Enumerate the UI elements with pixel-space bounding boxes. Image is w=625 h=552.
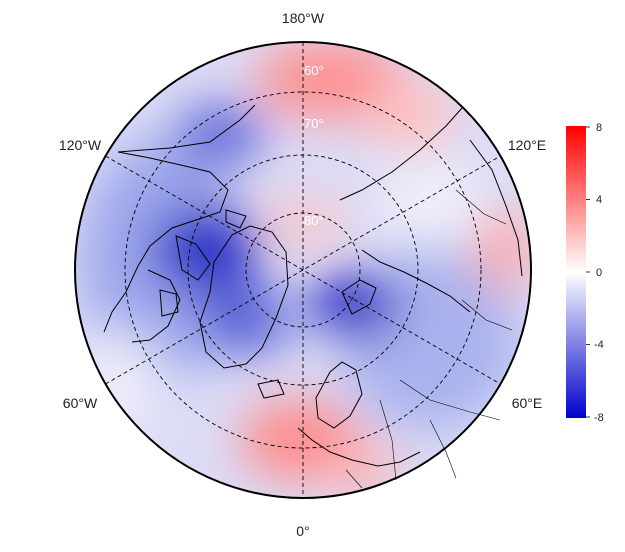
- lon-label-180w: 180°W: [282, 10, 325, 26]
- field-blob: [310, 273, 400, 337]
- colorbar-tick-label: -4: [594, 339, 604, 351]
- colorbar-tick-label: -8: [594, 412, 604, 424]
- lon-label-60e: 60°E: [512, 395, 543, 411]
- colorbar-gradient: [566, 126, 586, 418]
- siberia-coast: [339, 107, 463, 201]
- graticule: [105, 42, 501, 498]
- colorbar-tick-label: 8: [596, 122, 602, 134]
- meridian-60: [105, 155, 501, 385]
- border-line: [461, 299, 513, 331]
- border-line: [345, 469, 363, 489]
- novaya-zemlya: [341, 279, 377, 315]
- field-blob: [150, 205, 260, 295]
- border-line: [455, 189, 507, 225]
- country-borders: [345, 189, 513, 489]
- meridian-120: [105, 155, 501, 385]
- arctic-islands: [159, 209, 247, 317]
- field-blob: [265, 198, 345, 242]
- border-line: [399, 379, 501, 421]
- field-blob: [320, 445, 400, 495]
- border-line: [379, 399, 397, 481]
- field-blob: [80, 330, 160, 430]
- east-asia-coast: [469, 139, 523, 277]
- field-blob: [475, 210, 531, 290]
- colorbar: 8 4 0 -4 -8: [566, 122, 604, 424]
- border-line: [429, 419, 457, 479]
- lon-label-120e: 120°E: [508, 137, 546, 153]
- europe-coast: [297, 427, 421, 467]
- colorbar-tick-label: 0: [596, 267, 602, 279]
- russia-arctic-coast: [361, 249, 471, 313]
- lat-label-60: 60°: [304, 63, 324, 78]
- alaska-coast: [117, 104, 256, 153]
- lon-label-0: 0°: [296, 523, 309, 539]
- colorbar-tick-label: 4: [596, 194, 602, 206]
- colorbar-ticks: [586, 126, 590, 418]
- iceland: [257, 379, 285, 399]
- lat-label-70: 70°: [304, 116, 324, 131]
- canadian-arctic-coast: [103, 151, 229, 333]
- field-blob: [365, 80, 455, 150]
- field-blob: [200, 285, 290, 355]
- greenland-coast: [199, 225, 289, 369]
- lon-label-60w: 60°W: [63, 395, 98, 411]
- lat-label-80: 80°: [304, 213, 324, 228]
- scandinavia-coast: [315, 361, 363, 429]
- field-blob: [255, 42, 405, 120]
- field-blob: [380, 160, 480, 240]
- coastlines: [103, 104, 523, 467]
- lon-label-120w: 120°W: [59, 137, 102, 153]
- latitude-circle-60: [124, 91, 482, 449]
- map-boundary: [74, 41, 532, 499]
